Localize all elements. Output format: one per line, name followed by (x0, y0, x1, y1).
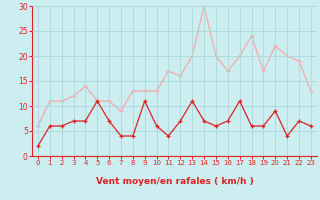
X-axis label: Vent moyen/en rafales ( km/h ): Vent moyen/en rafales ( km/h ) (96, 177, 253, 186)
